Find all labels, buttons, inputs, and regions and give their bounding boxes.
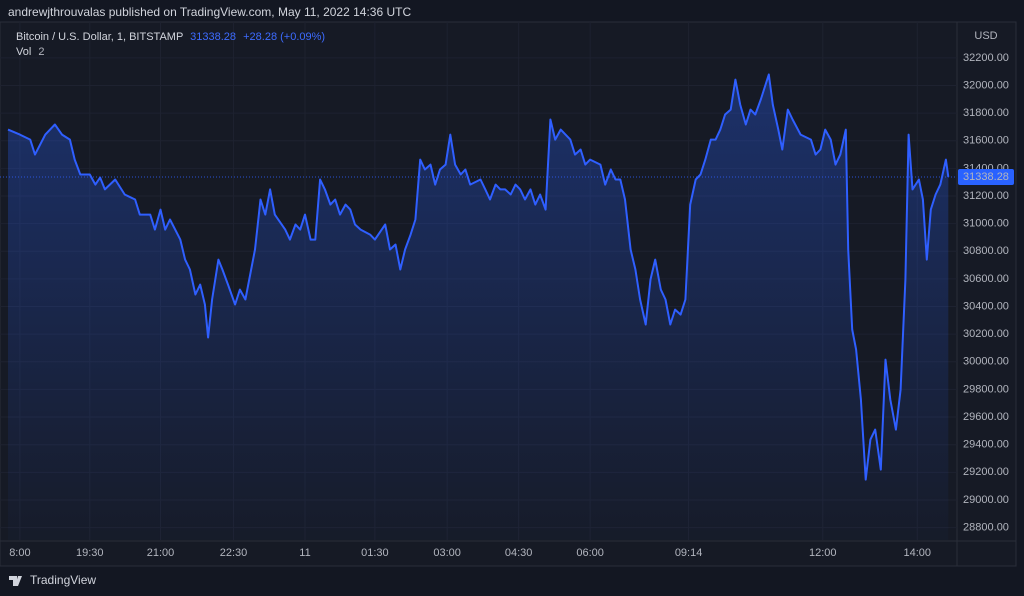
price-line (7, 73, 950, 481)
y-tick-label: 30200.00 (963, 328, 1009, 340)
y-tick-label: 31600.00 (963, 135, 1009, 147)
x-tick-label: 11 (299, 547, 310, 559)
last-price: 31338.28 (190, 31, 236, 43)
x-tick-label: 09:14 (675, 547, 703, 559)
y-tick-label: 31200.00 (963, 190, 1009, 202)
y-tick-label: 30400.00 (963, 300, 1009, 312)
brand-logo (9, 576, 22, 586)
y-tick-label: 29800.00 (963, 383, 1009, 395)
unit-badge (962, 24, 1002, 44)
y-tick-label: 28800.00 (963, 521, 1009, 533)
area-fill (8, 74, 949, 540)
legend: Bitcoin / U.S. Dollar, 1, BITSTAMP 31338… (16, 31, 325, 43)
x-tick-label: 04:30 (505, 547, 533, 559)
y-tick-label: 32200.00 (963, 52, 1009, 64)
x-tick-label: 01:30 (361, 547, 389, 559)
y-tick-label: 32000.00 (963, 79, 1009, 91)
last-price-badge (958, 168, 1014, 185)
y-tick-label: 30000.00 (963, 356, 1009, 368)
x-tick-label: 06:00 (576, 547, 604, 559)
y-tick-label: 29000.00 (963, 494, 1009, 506)
price-change: +28.28 (+0.09%) (243, 31, 325, 43)
y-tick-label: 29600.00 (963, 411, 1009, 423)
volume-legend: Vol 2 (16, 46, 44, 58)
axes: 28800.00 29000.00 29200.00 29400.00 29600.00… (9, 52, 1014, 559)
last-price-label: 31338.28 (963, 171, 1009, 183)
x-tick-label: 14:00 (904, 547, 932, 559)
volume-label: Vol (16, 46, 31, 58)
y-tick-label: 31000.00 (963, 218, 1009, 230)
x-tick-label: 12:00 (809, 547, 837, 559)
x-tick-label: 22:30 (220, 547, 248, 559)
plot (0, 73, 957, 540)
y-tick-label: 30800.00 (963, 245, 1009, 257)
x-tick-label: 03:00 (433, 547, 461, 559)
publisher: andrewjthrouvalas published on TradingVi… (8, 5, 411, 19)
y-tick-label: 31800.00 (963, 107, 1009, 119)
x-tick-label: 8:00 (9, 547, 30, 559)
brand: TradingView (30, 573, 96, 587)
x-tick-label: 21:00 (147, 547, 175, 559)
y-axis-unit: USD (974, 30, 997, 42)
y-tick-label: 29200.00 (963, 466, 1009, 478)
symbol-title: Bitcoin / U.S. Dollar, 1, BITSTAMP (16, 31, 183, 43)
y-tick-label: 29400.00 (963, 439, 1009, 451)
y-tick-label: 30600.00 (963, 273, 1009, 285)
volume-value: 2 (38, 46, 44, 58)
x-tick-label: 19:30 (76, 547, 104, 559)
